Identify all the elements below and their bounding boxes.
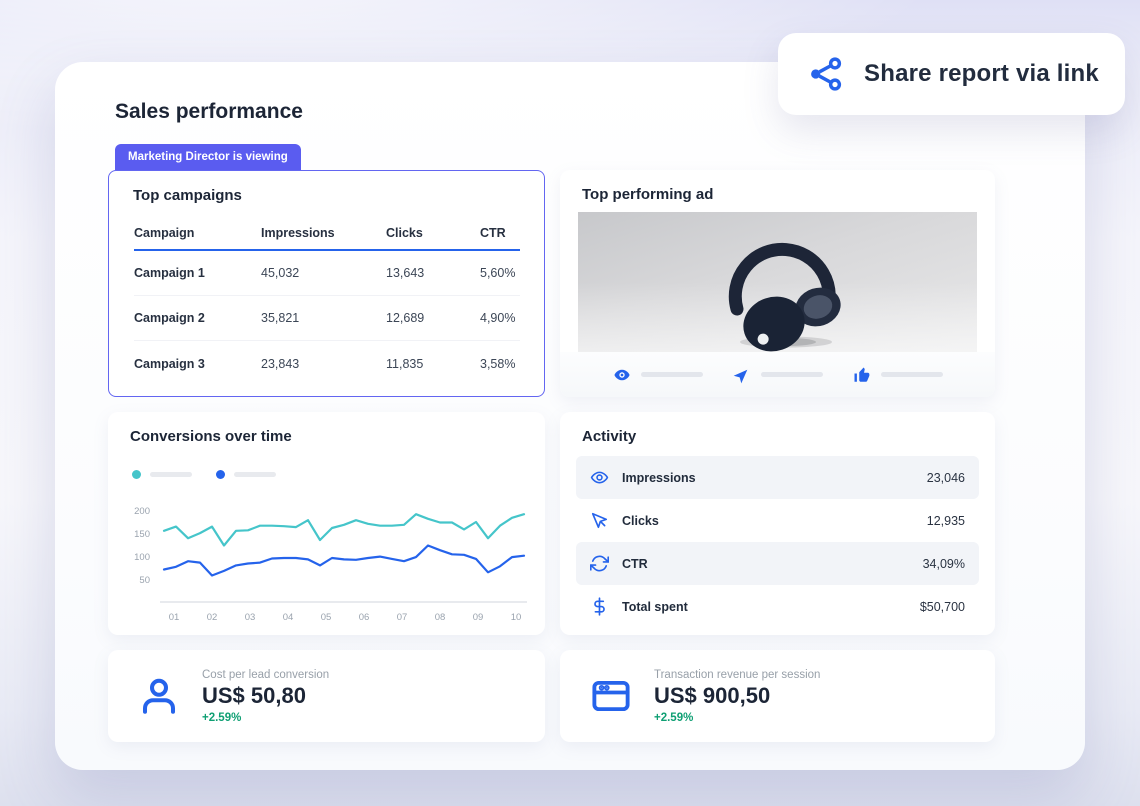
- top-campaigns-title: Top campaigns: [133, 187, 242, 204]
- legend-dot: [132, 470, 141, 479]
- metric-placeholder-bar: [640, 372, 703, 377]
- kpi-change: +2.59%: [202, 711, 242, 724]
- kpi-text: Cost per lead conversion US$ 50,80 +2.59…: [202, 669, 329, 724]
- transaction-revenue-card: Transaction revenue per session US$ 900,…: [560, 650, 995, 742]
- svg-text:08: 08: [435, 612, 446, 623]
- svg-text:05: 05: [321, 612, 332, 623]
- campaign-metric: 35,821: [261, 311, 300, 325]
- svg-text:04: 04: [283, 612, 294, 623]
- table-row: Campaign 3 23,843 11,835 3,58%: [134, 341, 520, 386]
- campaign-name: Campaign 1: [134, 266, 205, 280]
- kpi-label: Cost per lead conversion: [202, 668, 330, 681]
- chart-legend: [132, 470, 276, 479]
- campaigns-table-header: Campaign Impressions Clicks CTR: [134, 217, 520, 251]
- activity-value: 12,935: [926, 513, 965, 528]
- svg-text:150: 150: [134, 529, 150, 540]
- campaign-metric: 4,90%: [480, 311, 516, 325]
- svg-text:02: 02: [207, 612, 218, 623]
- eye-outline-icon: [590, 468, 609, 487]
- credit-card-icon: [590, 675, 632, 717]
- campaign-name: Campaign 3: [134, 356, 205, 371]
- ad-metric: [733, 366, 823, 384]
- campaign-metric: 45,032: [261, 266, 300, 280]
- kpi-value: US$ 50,80: [202, 682, 306, 708]
- share-report-label: Share report via link: [864, 60, 1099, 87]
- activity-value: 34,09%: [922, 556, 965, 571]
- conversions-chart: 50 100 150 200 01 02 03 04 05 06 07 08 09 10: [134, 506, 527, 623]
- campaigns-table: Campaign Impressions Clicks CTR Campaign 1 4…: [134, 217, 520, 386]
- send-icon: [733, 366, 751, 384]
- metric-placeholder-bar: [880, 372, 943, 377]
- svg-text:03: 03: [245, 612, 256, 623]
- campaign-metric: 12,689: [386, 311, 425, 325]
- campaign-metric: 23,843: [261, 356, 300, 371]
- legend-placeholder-bar: [234, 472, 276, 477]
- cost-per-lead-card: Cost per lead conversion US$ 50,80 +2.59…: [108, 650, 545, 742]
- svg-text:06: 06: [359, 612, 370, 623]
- svg-text:100: 100: [134, 552, 150, 563]
- svg-text:07: 07: [397, 612, 408, 623]
- top-campaigns-card: Top campaigns Campaign Impressions Clicks C…: [108, 170, 545, 397]
- table-row: Campaign 2 35,821 12,689 4,90%: [134, 296, 520, 341]
- campaign-name: Campaign 2: [134, 311, 205, 325]
- kpi-value: US$ 900,50: [654, 682, 771, 708]
- activity-label: Impressions: [622, 470, 696, 485]
- activity-row: CTR 34,09%: [576, 542, 979, 585]
- legend-placeholder-bar: [150, 472, 192, 477]
- campaign-metric: 5,60%: [480, 266, 516, 280]
- legend-item: [216, 470, 276, 479]
- campaign-metric: 13,643: [386, 266, 425, 280]
- activity-title: Activity: [582, 428, 637, 445]
- dollar-icon: [590, 597, 609, 616]
- cursor-icon: [590, 511, 609, 530]
- activity-card: Activity Impressions 23,046 Clicks 12,935 CT…: [560, 412, 995, 635]
- activity-value: 23,046: [926, 470, 965, 485]
- svg-text:200: 200: [134, 506, 150, 517]
- legend-dot: [216, 470, 225, 479]
- column-header: Clicks: [386, 226, 423, 240]
- kpi-text: Transaction revenue per session US$ 900,…: [654, 669, 820, 724]
- legend-item: [132, 470, 192, 479]
- conversions-title: Conversions over time: [130, 428, 292, 445]
- headphones-illustration: [578, 212, 977, 352]
- person-icon: [138, 675, 180, 717]
- top-performing-ad-card: Top performing ad: [560, 170, 995, 397]
- activity-value: $50,700: [919, 599, 965, 614]
- share-icon: [808, 56, 844, 92]
- ad-product-image: [578, 212, 977, 352]
- eye-icon: [613, 366, 631, 384]
- refresh-icon: [589, 554, 610, 573]
- ad-engagement-row: [560, 352, 995, 397]
- campaign-metric: 11,835: [386, 356, 424, 371]
- table-row: Campaign 1 45,032 13,643 5,60%: [134, 251, 520, 296]
- kpi-label: Transaction revenue per session: [654, 668, 821, 681]
- viewer-badge: Marketing Director is viewing: [115, 144, 301, 170]
- campaigns-table-body: Campaign 1 45,032 13,643 5,60% Campaign 2 35,…: [134, 251, 520, 386]
- share-report-button[interactable]: Share report via link: [778, 33, 1125, 115]
- svg-text:09: 09: [473, 612, 484, 623]
- page-title: Sales performance: [115, 100, 303, 123]
- activity-label: Total spent: [622, 599, 688, 614]
- column-header: Impressions: [261, 226, 335, 240]
- thumbs-up-icon: [853, 366, 871, 384]
- column-header: Campaign: [134, 226, 195, 240]
- ad-metric: [853, 366, 943, 384]
- svg-text:50: 50: [139, 575, 150, 586]
- kpi-change: +2.59%: [654, 711, 694, 724]
- metric-placeholder-bar: [760, 372, 823, 377]
- activity-label: CTR: [622, 556, 648, 571]
- activity-rows: Impressions 23,046 Clicks 12,935 CTR 34,09% To…: [576, 456, 979, 628]
- activity-label: Clicks: [622, 513, 659, 528]
- conversions-card: Conversions over time 50 100 150 200 01 02 03 0…: [108, 412, 545, 635]
- top-performing-ad-title: Top performing ad: [582, 186, 714, 203]
- campaign-metric: 3,58%: [480, 356, 516, 371]
- ad-metric: [613, 366, 703, 384]
- column-header: CTR: [480, 226, 506, 240]
- activity-row: Clicks 12,935: [576, 499, 979, 542]
- activity-row: Total spent $50,700: [576, 585, 979, 628]
- svg-text:01: 01: [169, 612, 180, 623]
- svg-text:10: 10: [511, 612, 522, 623]
- activity-row: Impressions 23,046: [576, 456, 979, 499]
